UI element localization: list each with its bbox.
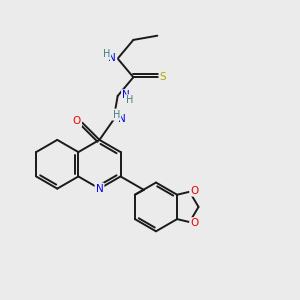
Text: N: N [109, 53, 116, 63]
Text: O: O [73, 116, 81, 126]
Text: H: H [113, 110, 120, 120]
Text: O: O [190, 218, 199, 228]
Text: N: N [122, 90, 130, 100]
Text: S: S [160, 72, 166, 82]
Text: H: H [103, 49, 110, 59]
Text: N: N [96, 184, 103, 194]
Text: O: O [190, 186, 199, 196]
Text: H: H [126, 95, 134, 105]
Text: N: N [118, 114, 126, 124]
